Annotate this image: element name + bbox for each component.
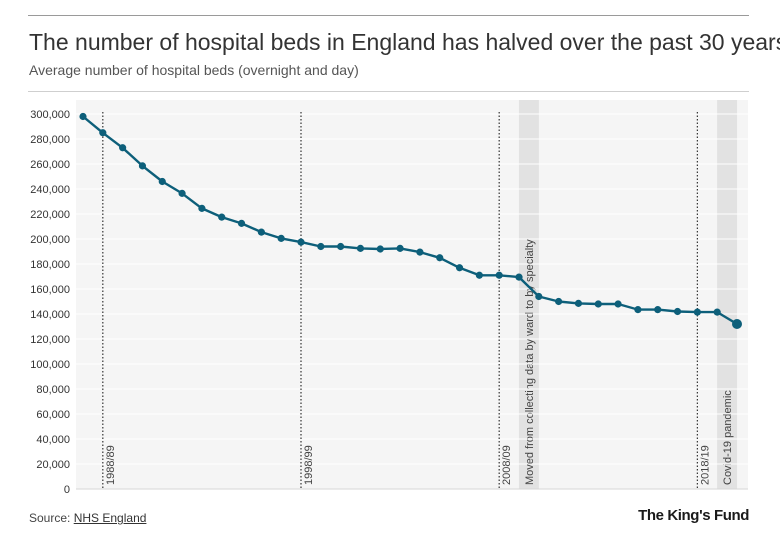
data-point-2005/06: [436, 254, 444, 262]
marker-label-3: 2018/19: [699, 445, 711, 485]
data-point-2017/18: [673, 307, 682, 316]
data-point-2010/11: [535, 292, 543, 301]
data-point-1999/00: [317, 242, 325, 251]
y-tick-label: 140,000: [30, 309, 70, 321]
data-point-2018/19: [693, 308, 701, 316]
shaded-region-label-0: Moved from collecting data by ward to by…: [524, 239, 536, 485]
y-tick-label: 260,000: [30, 159, 70, 171]
y-tick-label: 40,000: [36, 434, 70, 446]
data-point-1998/99: [297, 238, 305, 246]
data-point-1992/93: [178, 189, 186, 197]
y-tick-label: 160,000: [30, 284, 70, 296]
data-point-2002/03: [376, 245, 384, 253]
y-tick-label: 180,000: [30, 259, 70, 271]
data-point-2012/13: [574, 299, 583, 307]
data-point-2016/17: [654, 306, 662, 314]
y-tick-label: 80,000: [36, 384, 70, 396]
y-tick-label: 100,000: [30, 359, 70, 371]
y-tick-label: 200,000: [30, 234, 70, 246]
data-point-1989/90: [119, 144, 127, 152]
y-tick-label: 220,000: [30, 209, 70, 221]
data-point-2000/01: [337, 242, 345, 251]
data-point-2015/16: [634, 306, 642, 314]
header-divider: [28, 91, 749, 92]
data-point-2011/12: [555, 297, 563, 306]
data-point-1993/94: [198, 204, 206, 212]
data-point-1996/97: [257, 228, 265, 236]
shaded-region-1: [717, 100, 738, 489]
y-tick-label: 60,000: [36, 409, 70, 421]
marker-label-0: 1988/89: [105, 445, 117, 485]
data-point-2001/02: [356, 244, 365, 252]
y-tick-label: 120,000: [30, 334, 70, 346]
data-point-1997/98: [277, 234, 285, 242]
data-point-2007/08: [475, 271, 483, 279]
y-tick-label: 300,000: [30, 109, 70, 121]
y-tick-label: 280,000: [30, 134, 70, 146]
data-point-2014/15: [614, 300, 622, 308]
shaded-region-0: [518, 100, 539, 489]
chart-subtitle: Average number of hospital beds (overnig…: [29, 62, 359, 78]
chart-title: The number of hospital beds in England h…: [29, 29, 780, 55]
data-point-1995/96: [237, 219, 246, 227]
marker-label-2: 2008/09: [501, 445, 513, 485]
data-point-2020/21: [732, 319, 742, 329]
plot-background: [76, 100, 748, 489]
data-point-1991/92: [158, 177, 166, 186]
shaded-region-label-1: Covid-19 pandemic: [722, 390, 734, 485]
source-note: Source: NHS England: [29, 511, 146, 525]
source-link[interactable]: NHS England: [73, 511, 147, 525]
data-point-1994/95: [218, 213, 226, 221]
data-point-2004/05: [416, 248, 424, 256]
kings-fund-logo: The King's Fund: [638, 507, 749, 524]
data-point-2008/09: [495, 271, 503, 279]
data-point-2013/14: [594, 300, 602, 308]
data-point-1987/88: [79, 112, 87, 121]
data-point-2006/07: [455, 264, 464, 272]
data-point-2019/20: [713, 308, 721, 316]
source-prefix: Source:: [29, 511, 71, 525]
top-rule: [28, 15, 749, 16]
data-point-1988/89: [99, 129, 107, 137]
data-point-1990/91: [138, 162, 147, 170]
y-tick-label: 240,000: [30, 184, 70, 196]
marker-label-1: 1998/99: [303, 445, 315, 485]
series-line: [82, 115, 738, 326]
data-point-2003/04: [396, 244, 404, 252]
data-point-2009/10: [515, 273, 523, 281]
y-tick-label: 20,000: [36, 459, 70, 471]
y-tick-label: 0: [64, 484, 70, 496]
